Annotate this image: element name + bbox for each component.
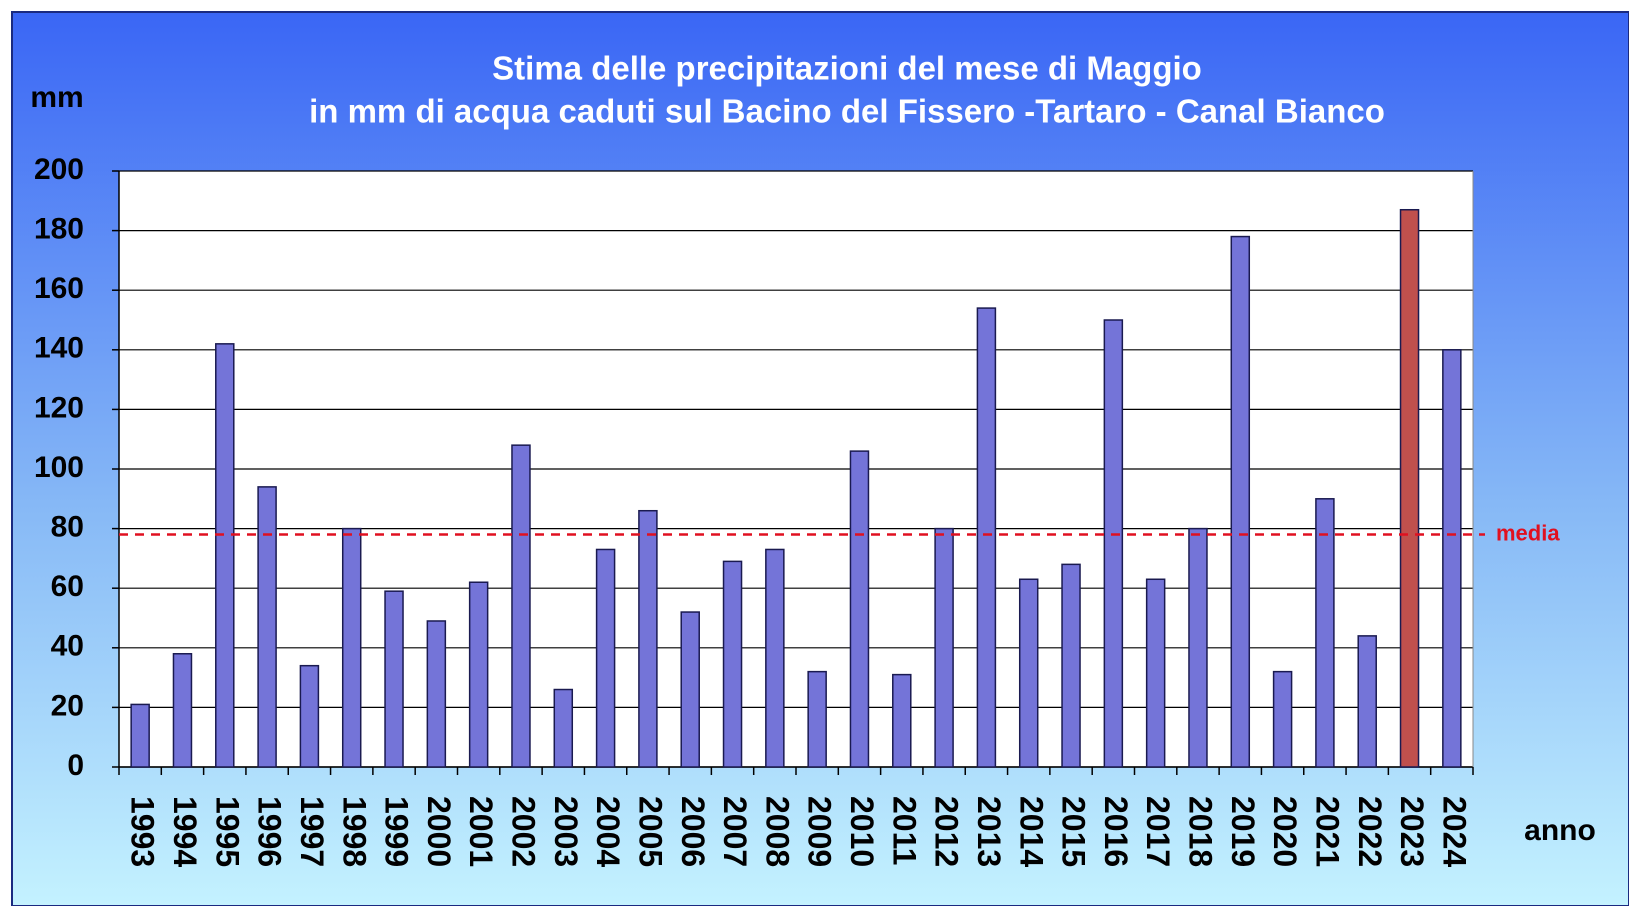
bar (1230, 235, 1251, 768)
bar (384, 590, 404, 768)
y-tick-label: 80 (51, 511, 84, 544)
bar (765, 548, 785, 768)
x-tick-label: 2012 (929, 796, 965, 867)
x-tick-label: 2020 (1267, 796, 1303, 867)
x-tick-label: 2003 (548, 796, 584, 867)
bar (638, 509, 658, 768)
x-tick-label: 1993 (125, 796, 161, 867)
x-tick-label: 1997 (294, 796, 330, 867)
x-tick-label: 2000 (421, 796, 457, 867)
bar (468, 581, 489, 768)
x-tick-label: 2021 (1309, 796, 1345, 867)
y-tick-label: 20 (51, 689, 84, 722)
bar (1145, 578, 1166, 768)
bar (1399, 208, 1420, 768)
x-tick-label: 2016 (1098, 796, 1134, 867)
bar (595, 548, 616, 768)
bar (1061, 563, 1081, 768)
bar (807, 670, 827, 768)
x-tick-label: 2023 (1394, 796, 1430, 867)
x-tick-label: 2015 (1056, 796, 1092, 867)
x-tick-label: 1994 (167, 796, 203, 867)
y-tick-label: 180 (34, 213, 84, 246)
y-tick-label: 200 (34, 153, 84, 186)
x-tick-label: 2011 (886, 796, 922, 865)
bar (934, 527, 954, 768)
bar (1188, 527, 1208, 768)
x-tick-label: 1996 (252, 796, 288, 867)
bar (976, 307, 997, 768)
bar (172, 653, 193, 768)
y-tick-label: 140 (34, 332, 84, 365)
x-tick-label: 2019 (1225, 796, 1261, 867)
y-tick-label: 160 (34, 272, 84, 305)
bar (257, 486, 277, 768)
bar (130, 703, 150, 768)
y-tick-label: 120 (34, 391, 84, 424)
y-tick-label: 40 (51, 630, 84, 663)
x-tick-label: 2004 (590, 796, 626, 867)
x-tick-label: 2014 (1013, 796, 1049, 867)
x-tick-label: 2002 (506, 796, 542, 867)
x-tick-label: 2001 (463, 796, 499, 867)
bar (511, 444, 531, 768)
bar (1357, 635, 1377, 768)
y-tick-label: 0 (67, 749, 84, 782)
x-tick-label: 1999 (379, 796, 415, 867)
x-tick-label: 1998 (336, 796, 372, 867)
x-axis-label: anno (1524, 814, 1596, 847)
x-tick-label: 2018 (1183, 796, 1219, 867)
x-tick-label: 2009 (802, 796, 838, 867)
chart-title: Stima delle precipitazioni del mese di M… (492, 50, 1202, 87)
bar (553, 688, 574, 768)
bar (299, 664, 320, 768)
x-tick-label: 2005 (632, 796, 668, 867)
bar (1018, 578, 1039, 768)
bar (1272, 670, 1293, 768)
bar (722, 560, 743, 768)
y-tick-label: 100 (34, 451, 84, 484)
y-tick-label: 60 (51, 570, 84, 603)
x-tick-label: 2013 (971, 796, 1007, 867)
bar (426, 620, 447, 768)
x-tick-label: 2010 (844, 796, 880, 867)
bar (892, 673, 912, 768)
x-tick-label: 2007 (717, 796, 753, 867)
bar (1103, 319, 1124, 768)
bar (215, 343, 235, 768)
x-tick-label: 2022 (1352, 796, 1388, 867)
bar (849, 450, 870, 768)
bar (680, 611, 700, 768)
bar (1442, 349, 1462, 768)
x-tick-label: 1995 (209, 796, 245, 867)
x-tick-label: 2017 (1140, 796, 1176, 867)
x-tick-label: 2006 (675, 796, 711, 867)
chart-subtitle: in mm di acqua caduti sul Bacino del Fis… (309, 93, 1385, 130)
bar (341, 527, 362, 768)
reference-line-label: media (1496, 520, 1560, 545)
y-axis-label: mm (30, 81, 83, 114)
x-tick-label: 2008 (759, 796, 795, 867)
x-tick-label: 2024 (1436, 796, 1472, 867)
bar (1315, 498, 1335, 768)
